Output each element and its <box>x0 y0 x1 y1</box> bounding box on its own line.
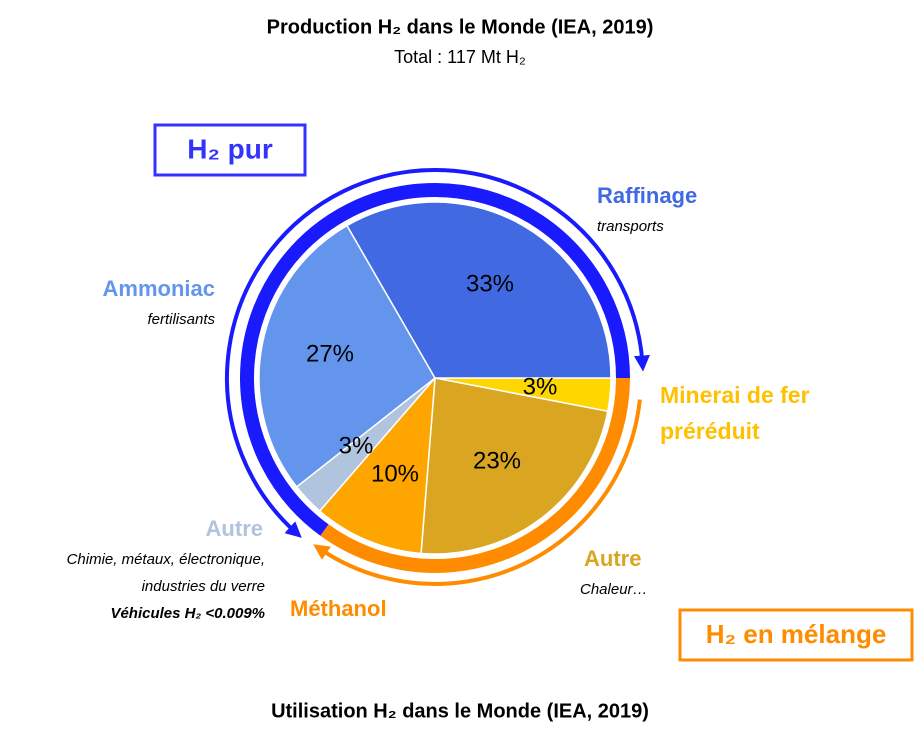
pie-slice <box>258 224 436 488</box>
chart-subtitle: Total : 117 Mt H₂ <box>394 47 526 67</box>
category-label: Minerai de fer préréduit <box>660 382 810 444</box>
pie-slice <box>420 377 609 555</box>
data-label: 23% <box>473 447 521 474</box>
group-box <box>153 123 307 177</box>
category-label: Méthanol <box>290 596 387 621</box>
chart-caption: Utilisation H₂ dans le Monde (IEA, 2019) <box>271 700 649 722</box>
data-label: 33% <box>466 270 514 297</box>
pie-slice <box>345 201 612 379</box>
group-label: H₂ en mélange <box>706 619 887 649</box>
category-label: Minerai de fer préréduit <box>660 382 810 444</box>
data-label: 27% <box>306 340 354 367</box>
chart-title: Production H₂ dans le Monde (IEA, 2019) <box>267 16 654 38</box>
category-note: transports <box>597 218 664 235</box>
category-label: Ammoniac <box>103 276 215 301</box>
category-label: Autre <box>206 516 263 541</box>
group-arc <box>240 183 630 536</box>
category-label: Autre <box>584 546 641 571</box>
category-note: Véhicules H₂ <0.009% <box>110 605 265 622</box>
pie-slice <box>318 375 436 555</box>
category-note: fertilisants <box>147 311 215 328</box>
category-note: Chimie, métaux, électronique, <box>67 551 265 568</box>
group-label: H₂ pur <box>187 133 273 164</box>
data-label: 10% <box>371 460 419 487</box>
data-label: 3% <box>339 432 374 459</box>
group-arrow <box>313 399 642 586</box>
group-box <box>678 608 914 662</box>
category-note: industries du verre <box>142 578 265 595</box>
data-label: 3% <box>523 373 558 400</box>
group-arrow <box>225 168 650 538</box>
category-note: Chaleur… <box>580 581 648 598</box>
category-label: Raffinage <box>597 183 697 208</box>
